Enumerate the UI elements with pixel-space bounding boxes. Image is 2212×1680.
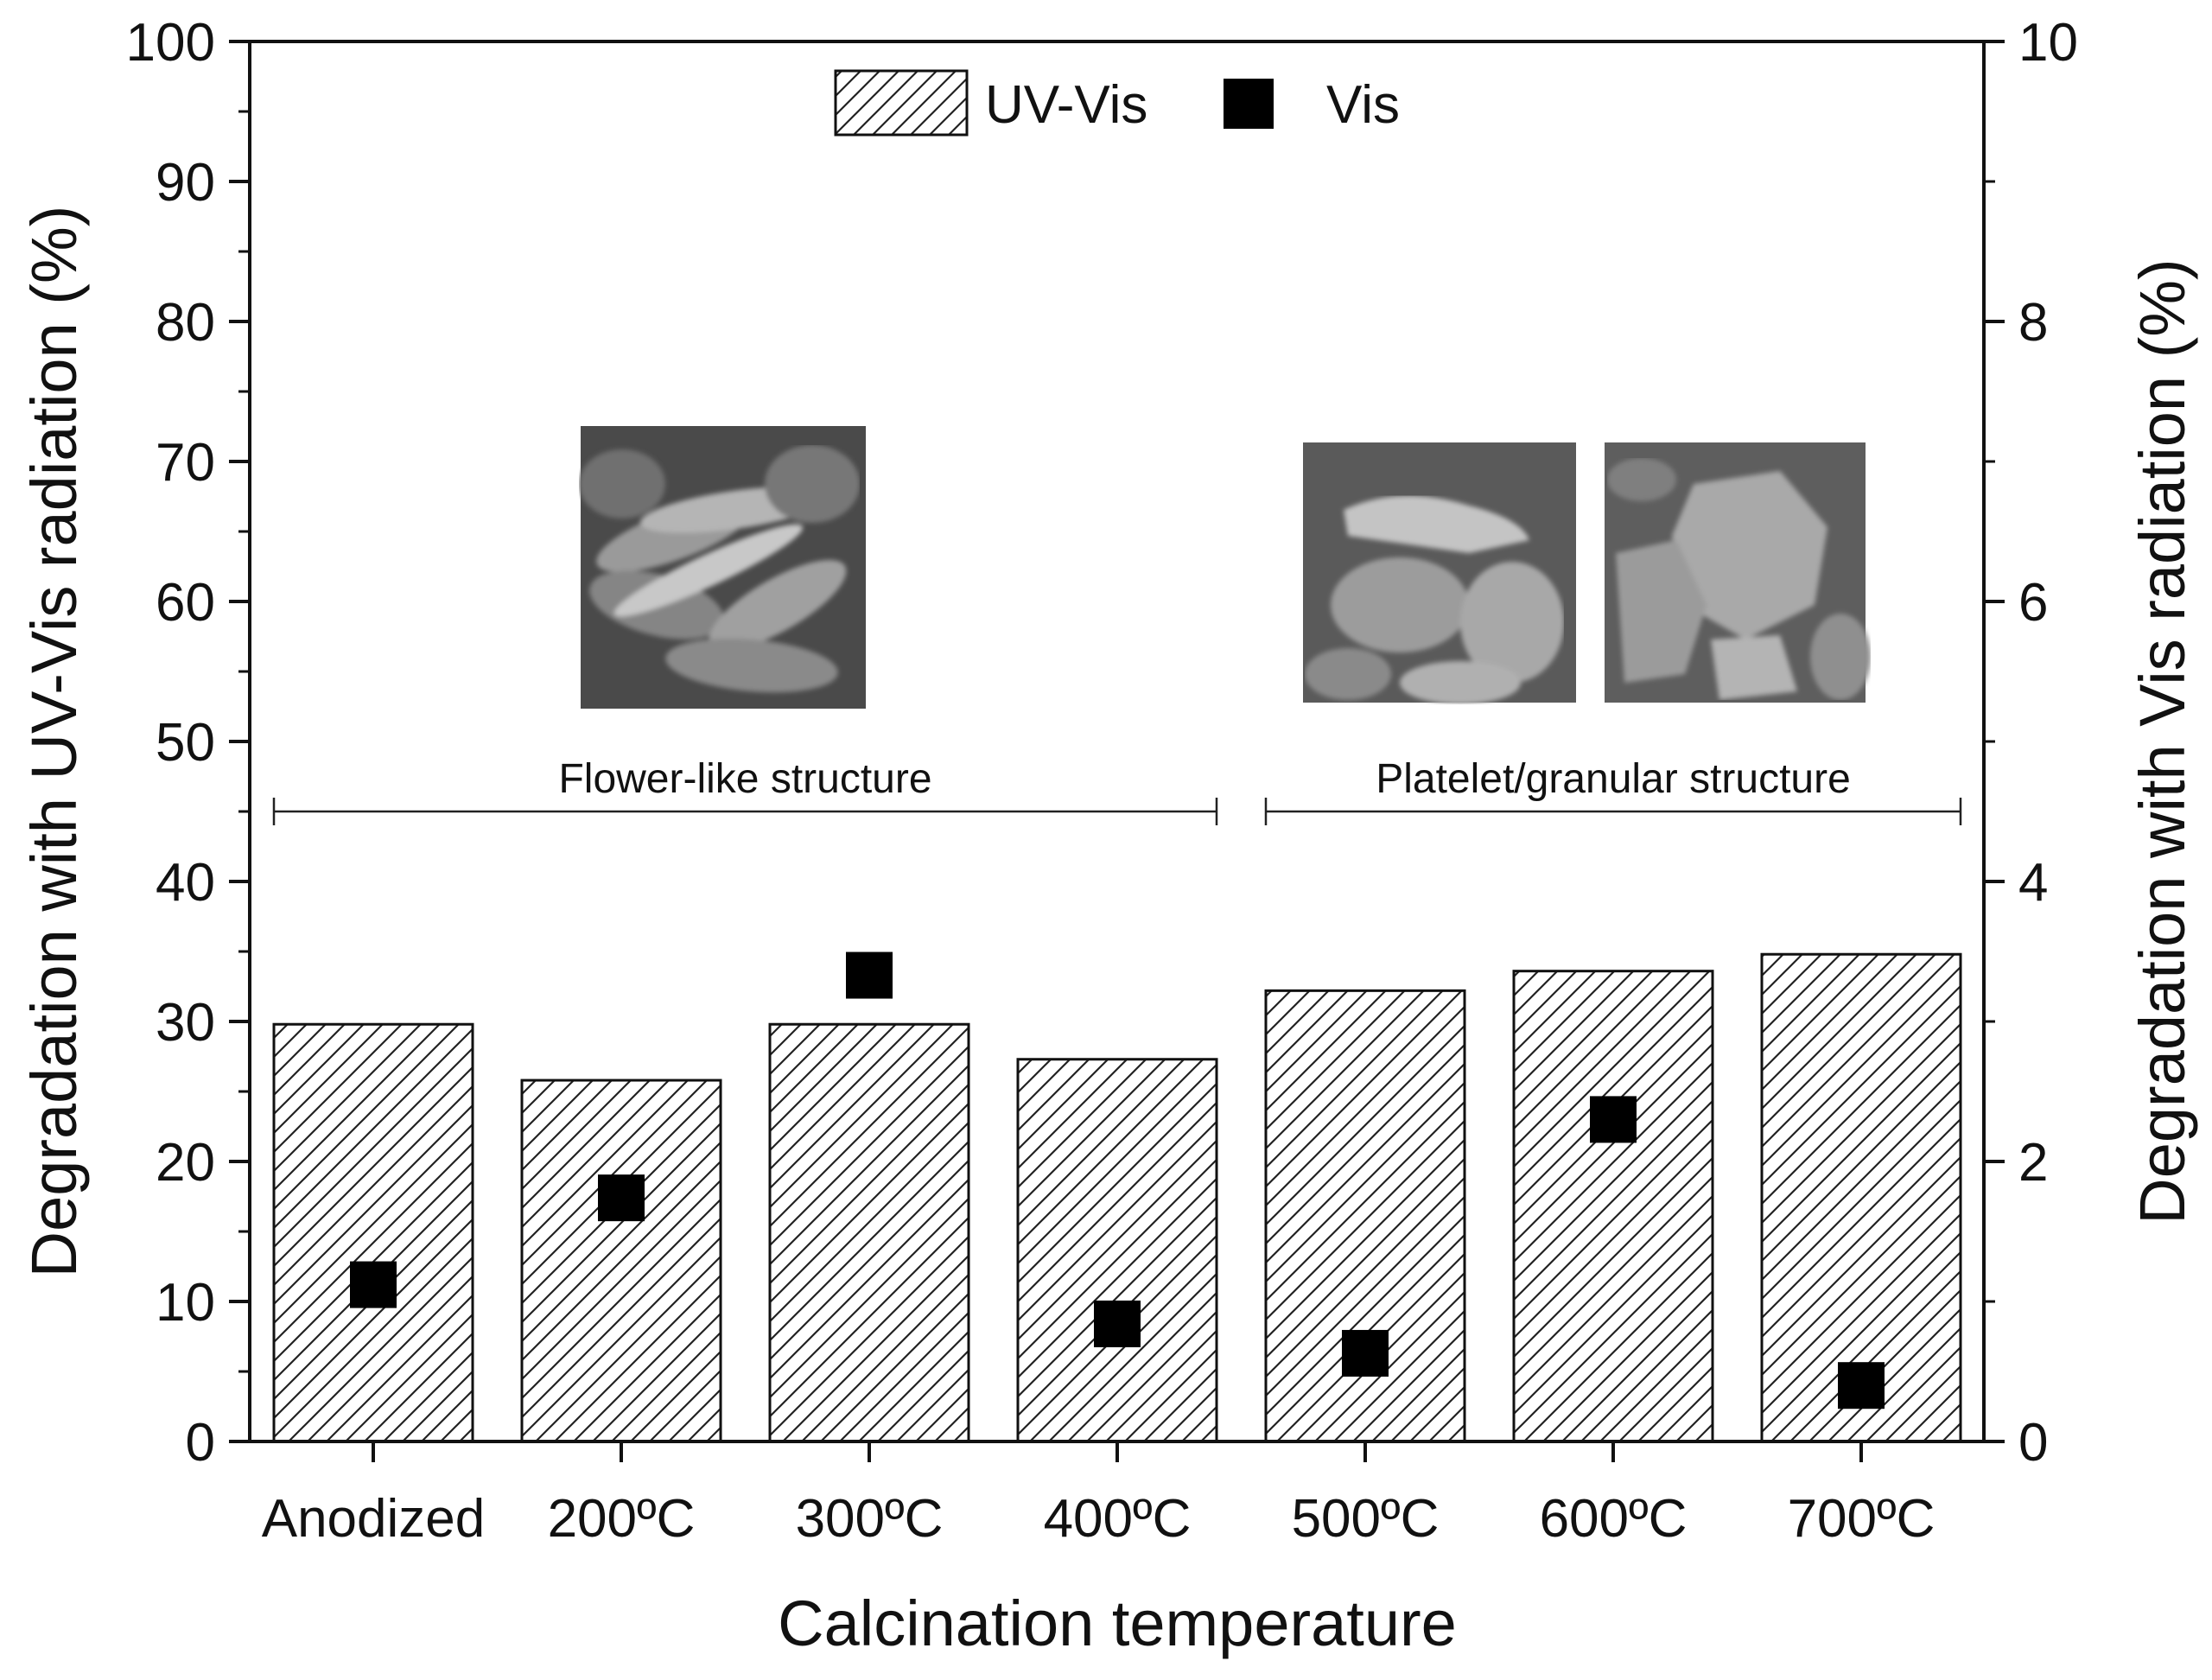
left-axis: 0 10 20 30 40 50 60 70 80 90 100 — [126, 13, 250, 1473]
legend: UV-Vis Vis — [834, 69, 1400, 137]
y-tick-label: 90 — [156, 153, 215, 213]
x-tick-label-200-c: 200ºC — [548, 1489, 696, 1549]
y2-tick-label: 6 — [2018, 573, 2048, 633]
x-tick-label-500-c: 500ºC — [1292, 1489, 1440, 1549]
right-axis: 0 2 4 6 8 10 — [1984, 13, 2078, 1473]
x-tick-label-400-c: 400ºC — [1044, 1489, 1192, 1549]
y-tick-label: 10 — [156, 1273, 215, 1333]
y-tick-label: 40 — [156, 853, 215, 913]
vis-point-200-c — [598, 1174, 645, 1222]
bar-anodized — [272, 1022, 474, 1443]
legend-label-uv-vis: UV-Vis — [985, 75, 1147, 135]
y-axis-title: Degradation with UV-Vis radiation (%) — [18, 206, 90, 1278]
sem-image-flower — [579, 426, 866, 709]
bar-200-c — [520, 1079, 722, 1443]
y2-tick-label: 4 — [2018, 853, 2048, 913]
y-tick-label: 50 — [156, 713, 215, 773]
y2-tick-label: 2 — [2018, 1133, 2048, 1193]
vis-point-anodized — [350, 1261, 397, 1308]
vis-point-700-c — [1838, 1362, 1885, 1410]
x-tick-label-300-c: 300ºC — [796, 1489, 944, 1549]
x-axis-title: Calcination temperature — [778, 1588, 1457, 1659]
vis-point-600-c — [1590, 1096, 1637, 1143]
y-tick-label: 60 — [156, 573, 215, 633]
uv-vis-bars — [272, 952, 1962, 1443]
vis-markers — [350, 951, 1885, 1410]
sem-image-platelet-1 — [1303, 442, 1576, 704]
y-tick-label: 80 — [156, 293, 215, 353]
y-tick-label: 70 — [156, 433, 215, 493]
legend-swatch-vis — [1224, 79, 1274, 129]
x-tick-label-700-c: 700ºC — [1788, 1489, 1936, 1549]
vis-point-500-c — [1342, 1329, 1389, 1377]
annotation-label: Flower-like structure — [558, 756, 931, 802]
bar-700-c — [1760, 952, 1962, 1443]
x-tick-label-600-c: 600ºC — [1540, 1489, 1688, 1549]
y2-tick-label: 8 — [2018, 293, 2048, 353]
bar-400-c — [1016, 1058, 1218, 1443]
x-axis: Anodized 200ºC 300ºC 400ºC 500ºC 600ºC 700ºC — [262, 1441, 1936, 1549]
bar-600-c — [1512, 970, 1714, 1443]
y-tick-label: 0 — [186, 1413, 215, 1473]
structure-annotations: Flower-like structure Platelet/granular s… — [272, 756, 1962, 825]
y-tick-label: 20 — [156, 1133, 215, 1193]
y2-tick-label: 10 — [2018, 13, 2078, 73]
y2-tick-label: 0 — [2018, 1413, 2048, 1473]
legend-label-vis: Vis — [1326, 75, 1400, 135]
annotation-platelet-granular-structure: Platelet/granular structure — [1264, 756, 1962, 825]
vis-point-300-c — [846, 951, 893, 999]
y2-axis-title: Degradation with Vis radiation (%) — [2126, 258, 2198, 1224]
vis-point-400-c — [1094, 1300, 1141, 1347]
y-tick-label: 100 — [126, 13, 215, 73]
x-tick-label-anodized: Anodized — [262, 1489, 486, 1549]
bar-300-c — [768, 1022, 970, 1443]
legend-swatch-uv-vis — [834, 69, 969, 137]
sem-image-platelet-2 — [1605, 442, 1871, 703]
y-tick-label: 30 — [156, 993, 215, 1053]
annotation-label: Platelet/granular structure — [1376, 756, 1851, 802]
annotation-flower-like-structure: Flower-like structure — [272, 756, 1218, 825]
